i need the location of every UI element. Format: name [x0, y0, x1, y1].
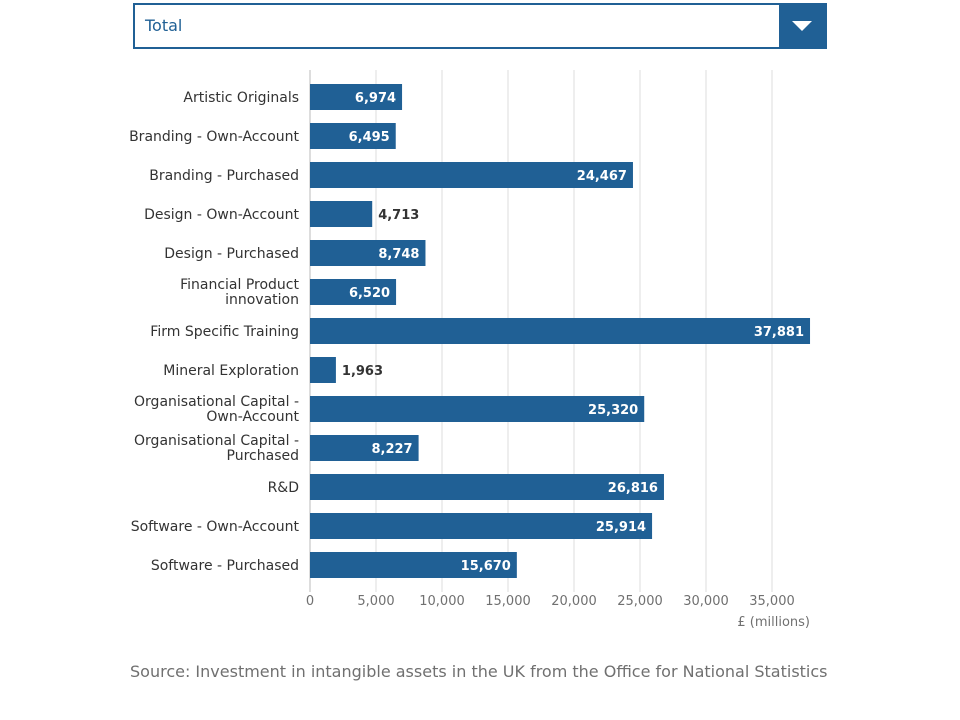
bar	[310, 123, 396, 149]
x-tick-label: 35,000	[749, 594, 795, 609]
bar	[310, 201, 373, 227]
bar-value-label: 6,495	[349, 130, 390, 145]
bar-value-label: 25,320	[588, 403, 638, 418]
source-note: Source: Investment in intangible assets …	[130, 662, 828, 681]
chevron-down-icon	[792, 21, 812, 31]
category-label: Software - Purchased	[151, 558, 299, 574]
category-labels: Artistic Originals Branding - Own-Account…	[129, 90, 299, 574]
category-label: Organisational Capital -	[134, 394, 299, 410]
x-tick-label: 5,000	[357, 594, 394, 609]
bar-value-label: 25,914	[596, 520, 646, 535]
bar	[310, 474, 664, 500]
x-tick-label: 25,000	[617, 594, 663, 609]
bar	[310, 552, 517, 578]
category-label: Artistic Originals	[183, 90, 299, 106]
category-label: Mineral Exploration	[163, 363, 299, 379]
category-label: Organisational Capital -	[134, 433, 299, 449]
dropdown-selected-value: Total	[145, 16, 183, 35]
x-tick-label: 10,000	[419, 594, 465, 609]
bar	[310, 357, 336, 383]
bar-value-label: 6,520	[349, 286, 390, 301]
x-axis-label: £ (millions)	[737, 615, 810, 630]
bar-value-label: 26,816	[608, 481, 658, 496]
bar-value-label: 1,963	[342, 364, 383, 379]
bar	[310, 240, 426, 266]
series-select-dropdown[interactable]: Total	[133, 3, 827, 49]
intangible-assets-bar-chart: 6,974 6,495 24,467 4,713 8,748 6,520 37,881 1,9…	[129, 70, 811, 630]
bar	[310, 396, 645, 422]
x-tick-label: 20,000	[551, 594, 597, 609]
category-label: Branding - Own-Account	[129, 129, 299, 145]
x-axis: 0 5,000 10,000 15,000 20,000 25,000 30,000 35,0…	[306, 594, 795, 609]
bar-value-label: 6,974	[355, 91, 396, 106]
x-tick-label: 15,000	[485, 594, 531, 609]
bar-value-label: 8,227	[371, 442, 412, 457]
x-tick-label: 0	[306, 594, 314, 609]
bar	[310, 318, 811, 344]
bar	[310, 279, 397, 305]
bar	[310, 513, 653, 539]
dropdown-toggle-button[interactable]	[779, 5, 825, 47]
category-label: Branding - Purchased	[149, 168, 299, 184]
category-label: innovation	[225, 292, 299, 308]
category-label: Purchased	[227, 448, 299, 464]
bar-value-label: 24,467	[577, 169, 627, 184]
bar-value-label: 15,670	[461, 559, 511, 574]
category-label: R&D	[268, 480, 299, 496]
bar	[310, 162, 633, 188]
bar	[310, 435, 419, 461]
category-label: Design - Purchased	[164, 246, 299, 262]
bar-value-label: 37,881	[754, 325, 804, 340]
category-label: Firm Specific Training	[150, 324, 299, 340]
category-label: Software - Own-Account	[131, 519, 300, 535]
x-tick-label: 30,000	[683, 594, 729, 609]
bar-value-label: 8,748	[378, 247, 419, 262]
category-label: Design - Own-Account	[144, 207, 299, 223]
category-label: Financial Product	[180, 277, 299, 293]
bar-value-label: 4,713	[378, 208, 419, 223]
bars: 6,974 6,495 24,467 4,713 8,748 6,520 37,881 1,9…	[310, 84, 811, 578]
category-label: Own-Account	[206, 409, 299, 425]
bar	[310, 84, 403, 110]
